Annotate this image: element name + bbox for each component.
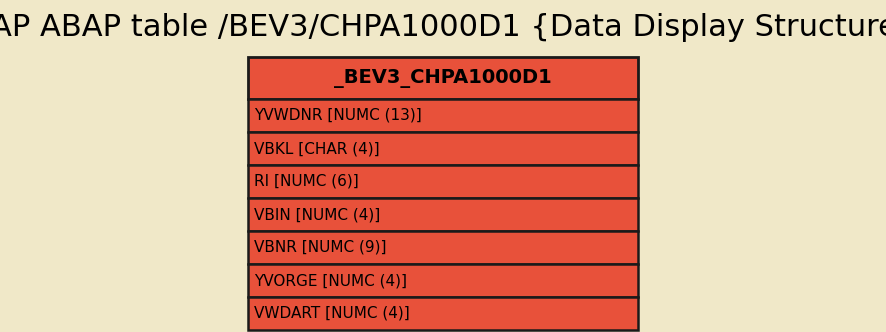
Text: SAP ABAP table /BEV3/CHPA1000D1 {Data Display Structure}: SAP ABAP table /BEV3/CHPA1000D1 {Data Di… [0,14,886,42]
Text: VBIN [NUMC (4)]: VBIN [NUMC (4)] [253,207,380,222]
Bar [248,264,637,297]
Text: YVORGE [NUMC (4)]: YVORGE [NUMC (4)] [253,273,407,288]
Text: VBKL [CHAR (4)]: VBKL [CHAR (4)] [253,141,379,156]
Bar [248,231,637,264]
Text: _BEV3_CHPA1000D1: _BEV3_CHPA1000D1 [334,68,551,88]
Bar [248,99,637,132]
Text: VWDART [NUMC (4)]: VWDART [NUMC (4)] [253,306,409,321]
Bar [248,57,637,99]
Bar [248,198,637,231]
Text: YVWDNR [NUMC (13)]: YVWDNR [NUMC (13)] [253,108,421,123]
Bar [248,297,637,330]
Text: RI [NUMC (6)]: RI [NUMC (6)] [253,174,358,189]
Text: VBNR [NUMC (9)]: VBNR [NUMC (9)] [253,240,386,255]
Bar [248,132,637,165]
Bar [248,165,637,198]
